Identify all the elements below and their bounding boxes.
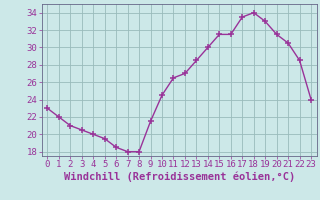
X-axis label: Windchill (Refroidissement éolien,°C): Windchill (Refroidissement éolien,°C) [64, 172, 295, 182]
